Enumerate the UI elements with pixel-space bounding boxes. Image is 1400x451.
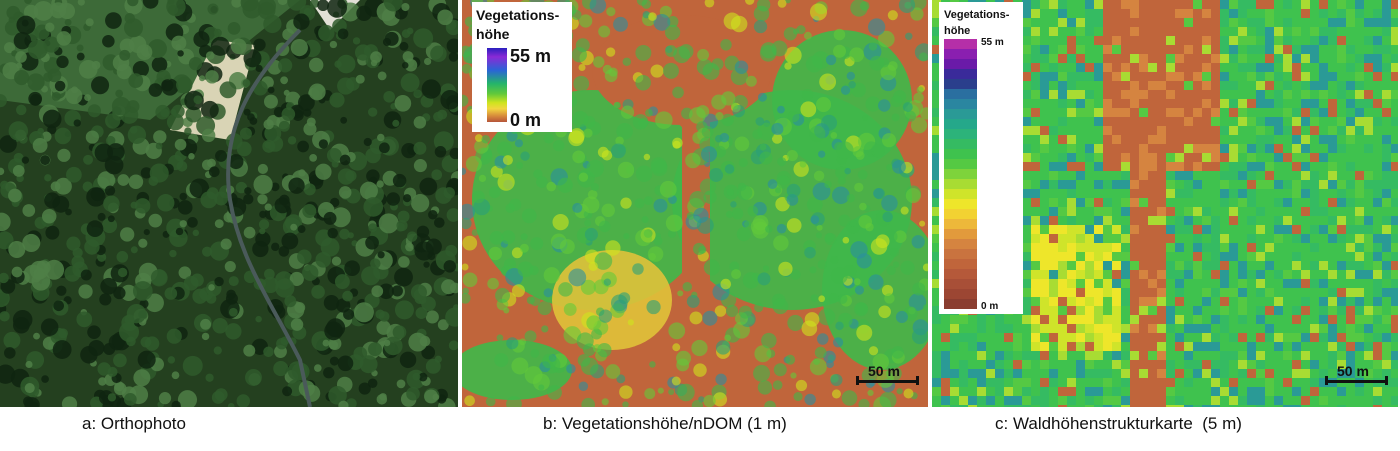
legend-class-swatch: [944, 239, 977, 249]
legend-class-swatch: [944, 149, 977, 159]
scale-bar-line: [856, 380, 918, 383]
legend-class-swatch: [944, 189, 977, 199]
legend-class-swatch: [944, 179, 977, 189]
legend-title: Vegetations- höhe: [476, 7, 560, 42]
scale-bar-tick: [1385, 376, 1388, 385]
scale-bar-tick: [856, 376, 859, 385]
ndom-map-image: [462, 0, 928, 407]
legend-color-ramp: [487, 48, 507, 122]
scale-bar-label: 50 m: [868, 363, 900, 379]
legend-class-swatch: [944, 139, 977, 149]
scale-bar-tick: [916, 376, 919, 385]
legend-min-label: 0 m: [981, 301, 999, 312]
legend-class-swatch: [944, 229, 977, 239]
caption-orthophoto: a: Orthophoto: [82, 414, 186, 433]
caption-ndom: b: Vegetationshöhe/nDOM (1 m): [543, 414, 787, 433]
orthophoto-panel: [0, 0, 458, 407]
legend-min-label: 0 m: [510, 110, 542, 130]
legend-class-swatch: [944, 289, 977, 299]
legend-title: Vegetations- höhe: [944, 9, 1010, 37]
legend-max-label: 55 m: [510, 46, 552, 66]
legend-class-swatch: [944, 49, 977, 59]
orthophoto-image: [0, 0, 458, 407]
legend-class-swatch: [944, 69, 977, 79]
scale-bar-line: [1325, 380, 1387, 383]
legend-class-swatch: [944, 119, 977, 129]
legend-class-swatch: [944, 199, 977, 209]
legend-max-label: 55 m: [981, 37, 1004, 48]
legend-class-swatch: [944, 219, 977, 229]
legend-ndom: Vegetations- höhe 55 m 0 m: [472, 2, 572, 132]
scale-bar-tick: [1325, 376, 1328, 385]
legend-class-swatch: [944, 299, 977, 309]
legend-class-swatch: [944, 249, 977, 259]
legend-class-ramp: [944, 39, 977, 309]
scale-bar-ndom: 50 m: [856, 363, 922, 387]
legend-class-swatch: [944, 169, 977, 179]
legend-class-swatch: [944, 109, 977, 119]
legend-class-swatch: [944, 269, 977, 279]
legend-class-swatch: [944, 79, 977, 89]
ndom-panel: [462, 0, 928, 407]
legend-class-swatch: [944, 99, 977, 109]
caption-forest-height-structure: c: Waldhöhenstrukturkarte (5 m): [995, 414, 1242, 433]
scale-bar-forest-height: 50 m: [1325, 363, 1391, 387]
legend-class-swatch: [944, 39, 977, 49]
legend-forest-height: Vegetations- höhe 55 m 0 m: [939, 2, 1023, 314]
legend-class-swatch: [944, 159, 977, 169]
legend-class-swatch: [944, 279, 977, 289]
legend-class-swatch: [944, 129, 977, 139]
legend-class-swatch: [944, 89, 977, 99]
legend-class-swatch: [944, 209, 977, 219]
legend-class-swatch: [944, 259, 977, 269]
scale-bar-label: 50 m: [1337, 363, 1369, 379]
legend-class-swatch: [944, 59, 977, 69]
